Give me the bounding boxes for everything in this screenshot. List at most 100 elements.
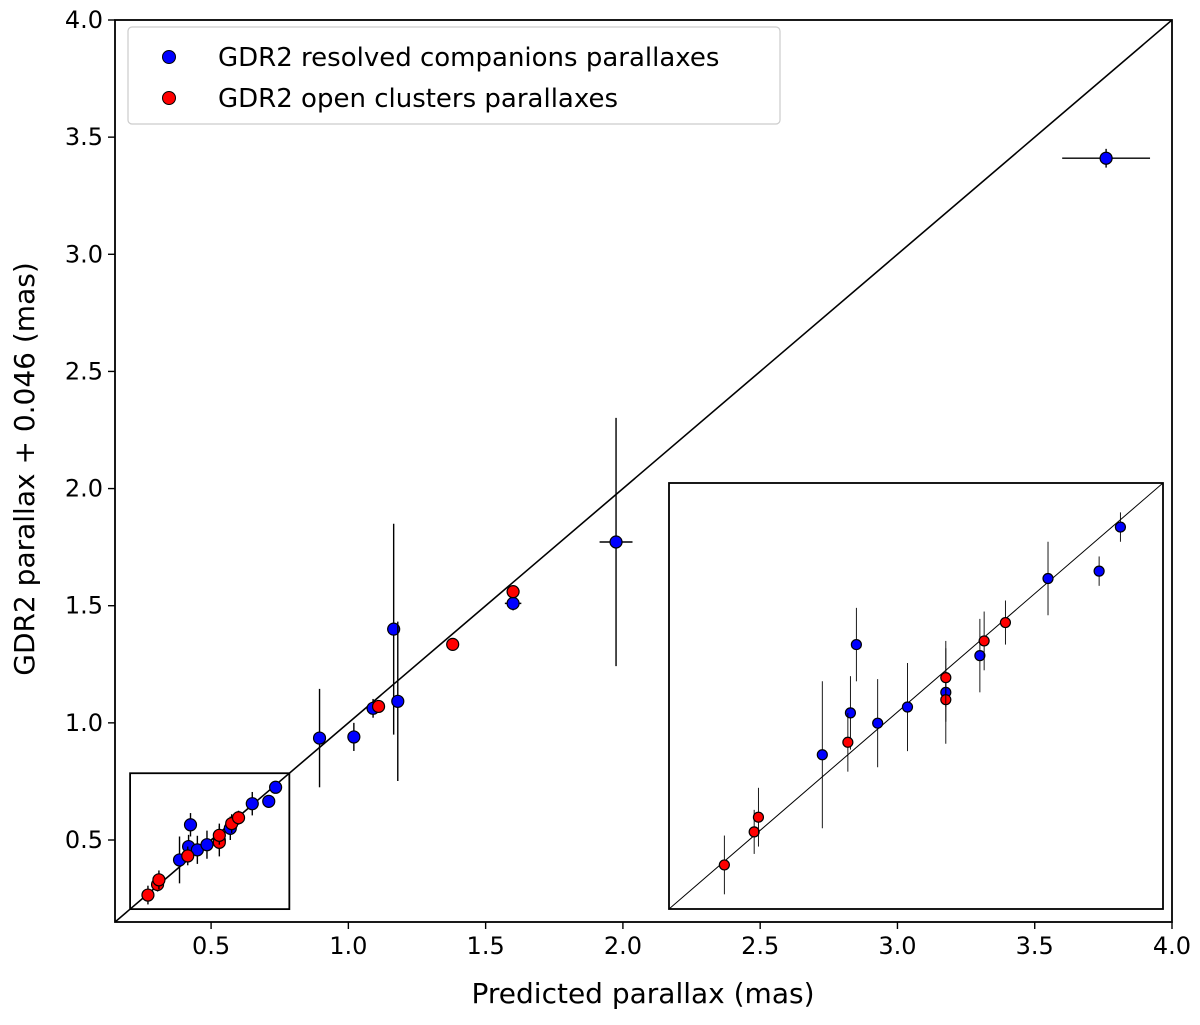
inset-frame: [668, 482, 1164, 910]
open-cluster-marker-8: [371, 699, 386, 714]
legend-marker-open-clusters: [162, 91, 176, 105]
inset-open-cluster-marker-2: [752, 811, 765, 823]
open-cluster-point-8: [371, 699, 386, 714]
legend-frame: [127, 26, 781, 125]
legend-label-open-clusters: GDR2 open clusters parallaxes: [218, 84, 618, 114]
inset-source-box: [129, 772, 291, 911]
resolved-companion-marker-9: [269, 780, 283, 794]
inset-resolved-companion-point-6: [974, 618, 986, 693]
inset-resolved-companion-marker-1: [850, 638, 862, 651]
y-axis-label: GDR2 parallax + 0.046 (mas): [8, 262, 41, 676]
resolved-companion-point-10: [312, 688, 327, 788]
inset-resolved-companion-point-0: [816, 681, 828, 829]
resolved-companion-point-17: [1062, 148, 1151, 168]
inset-resolved-companion-point-3: [872, 679, 884, 768]
legend: GDR2 resolved companions parallaxes GDR2…: [127, 26, 781, 125]
y-tick-label-1: 1.0: [65, 709, 103, 737]
open-cluster-point-7: [231, 810, 246, 825]
resolved-companion-point-9: [269, 780, 283, 794]
x-tick-label-0: 0.5: [192, 932, 230, 960]
open-cluster-marker-0: [141, 888, 155, 902]
identity-line: [115, 20, 1172, 922]
open-cluster-marker-3: [181, 849, 195, 863]
resolved-companion-marker-8: [262, 794, 276, 808]
resolved-companion-marker-11: [347, 730, 361, 744]
open-cluster-point-3: [181, 846, 195, 866]
inset-resolved-companion-point-1: [850, 607, 862, 682]
inset-open-cluster-marker-1: [748, 826, 760, 838]
y-tick-label-6: 3.5: [65, 123, 103, 151]
identity-line-layer: [115, 20, 1172, 922]
resolved-companion-marker-1: [183, 818, 198, 832]
open-cluster-point-9: [446, 637, 460, 651]
inset-open-cluster-point-7: [999, 600, 1012, 645]
open-cluster-marker-9: [446, 637, 460, 651]
inset-identity-line: [669, 483, 1163, 909]
inset-resolved-companion-marker-2: [844, 707, 857, 719]
resolved-companion-marker-14: [391, 694, 405, 708]
inset-resolved-companion-marker-7: [1042, 572, 1054, 585]
resolved-companion-point-15: [504, 596, 522, 611]
inset-resolved-companion-point-7: [1042, 541, 1054, 616]
y-tick-label-0: 0.5: [65, 826, 103, 854]
main-points-layer: [141, 148, 1151, 905]
resolved-companion-point-14: [391, 621, 405, 781]
resolved-companion-point-1: [183, 813, 198, 837]
open-cluster-marker-5: [212, 828, 226, 842]
resolved-companion-point-16: [599, 417, 633, 667]
inset-open-cluster-point-2: [752, 787, 765, 847]
inset-resolved-companion-marker-4: [901, 701, 914, 713]
inset-content: [669, 483, 1163, 909]
resolved-companion-marker-13: [387, 622, 401, 636]
y-tick-label-4: 2.5: [65, 357, 103, 385]
y-tick-label-5: 3.0: [65, 240, 103, 268]
inset-resolved-companion-point-9: [1114, 512, 1127, 542]
resolved-companion-point-8: [262, 794, 276, 808]
x-tick-label-4: 2.5: [741, 932, 779, 960]
resolved-companion-marker-15: [506, 596, 520, 610]
legend-label-resolved-companions: GDR2 resolved companions parallaxes: [218, 43, 719, 73]
inset-open-cluster-marker-0: [718, 859, 730, 871]
inset-open-cluster-point-3: [842, 712, 854, 772]
x-tick-label-1: 1.0: [329, 932, 367, 960]
x-tick-label-5: 3.0: [878, 932, 916, 960]
resolved-companion-marker-17: [1099, 151, 1113, 165]
x-tick-label-2: 1.5: [467, 932, 505, 960]
x-axis-label: Predicted parallax (mas): [472, 977, 815, 1010]
inset-resolved-companion-point-8: [1093, 556, 1105, 586]
inset-resolved-companion-point-4: [901, 662, 914, 752]
open-cluster-point-10: [506, 585, 520, 599]
ticks-layer: 0.5 1.0 1.5 2.0 2.5 3.0 3.5 4.0 0.5 1.0 1.5 2.0 2.5 3…: [65, 6, 1191, 960]
inset-resolved-companion-marker-9: [1114, 521, 1127, 533]
open-cluster-marker-7: [231, 811, 246, 825]
resolved-companion-marker-10: [312, 731, 327, 745]
inset-open-cluster-marker-7: [999, 616, 1012, 629]
inset-resolved-companion-marker-8: [1093, 565, 1105, 577]
x-tick-label-7: 4.0: [1153, 932, 1191, 960]
y-tick-label-2: 1.5: [65, 592, 103, 620]
inset-source-box-layer: [129, 772, 291, 911]
inset-resolved-companion-marker-6: [974, 650, 986, 662]
inset-open-cluster-marker-6: [978, 635, 990, 647]
inset-resolved-companion-marker-3: [872, 717, 884, 729]
open-cluster-point-5: [212, 825, 226, 845]
inset-open-cluster-marker-5: [940, 672, 952, 684]
resolved-companion-marker-16: [609, 535, 623, 549]
inset-open-cluster-point-6: [978, 611, 990, 671]
inset-open-cluster-point-5: [940, 648, 952, 708]
inset-layer: [668, 482, 1164, 910]
legend-marker-resolved-companions: [162, 50, 176, 64]
x-tick-label-3: 2.0: [604, 932, 642, 960]
axes-layer: [114, 19, 1173, 923]
open-cluster-marker-10: [506, 585, 520, 599]
resolved-companion-point-7: [245, 791, 259, 816]
resolved-companion-point-3: [190, 835, 204, 864]
inset-open-cluster-point-0: [718, 835, 730, 895]
plot-frame: [114, 19, 1173, 923]
x-tick-label-6: 3.5: [1016, 932, 1054, 960]
open-cluster-point-2: [152, 870, 166, 890]
resolved-companion-marker-7: [245, 797, 259, 811]
open-cluster-marker-2: [152, 873, 166, 887]
resolved-companion-point-4: [200, 830, 214, 859]
